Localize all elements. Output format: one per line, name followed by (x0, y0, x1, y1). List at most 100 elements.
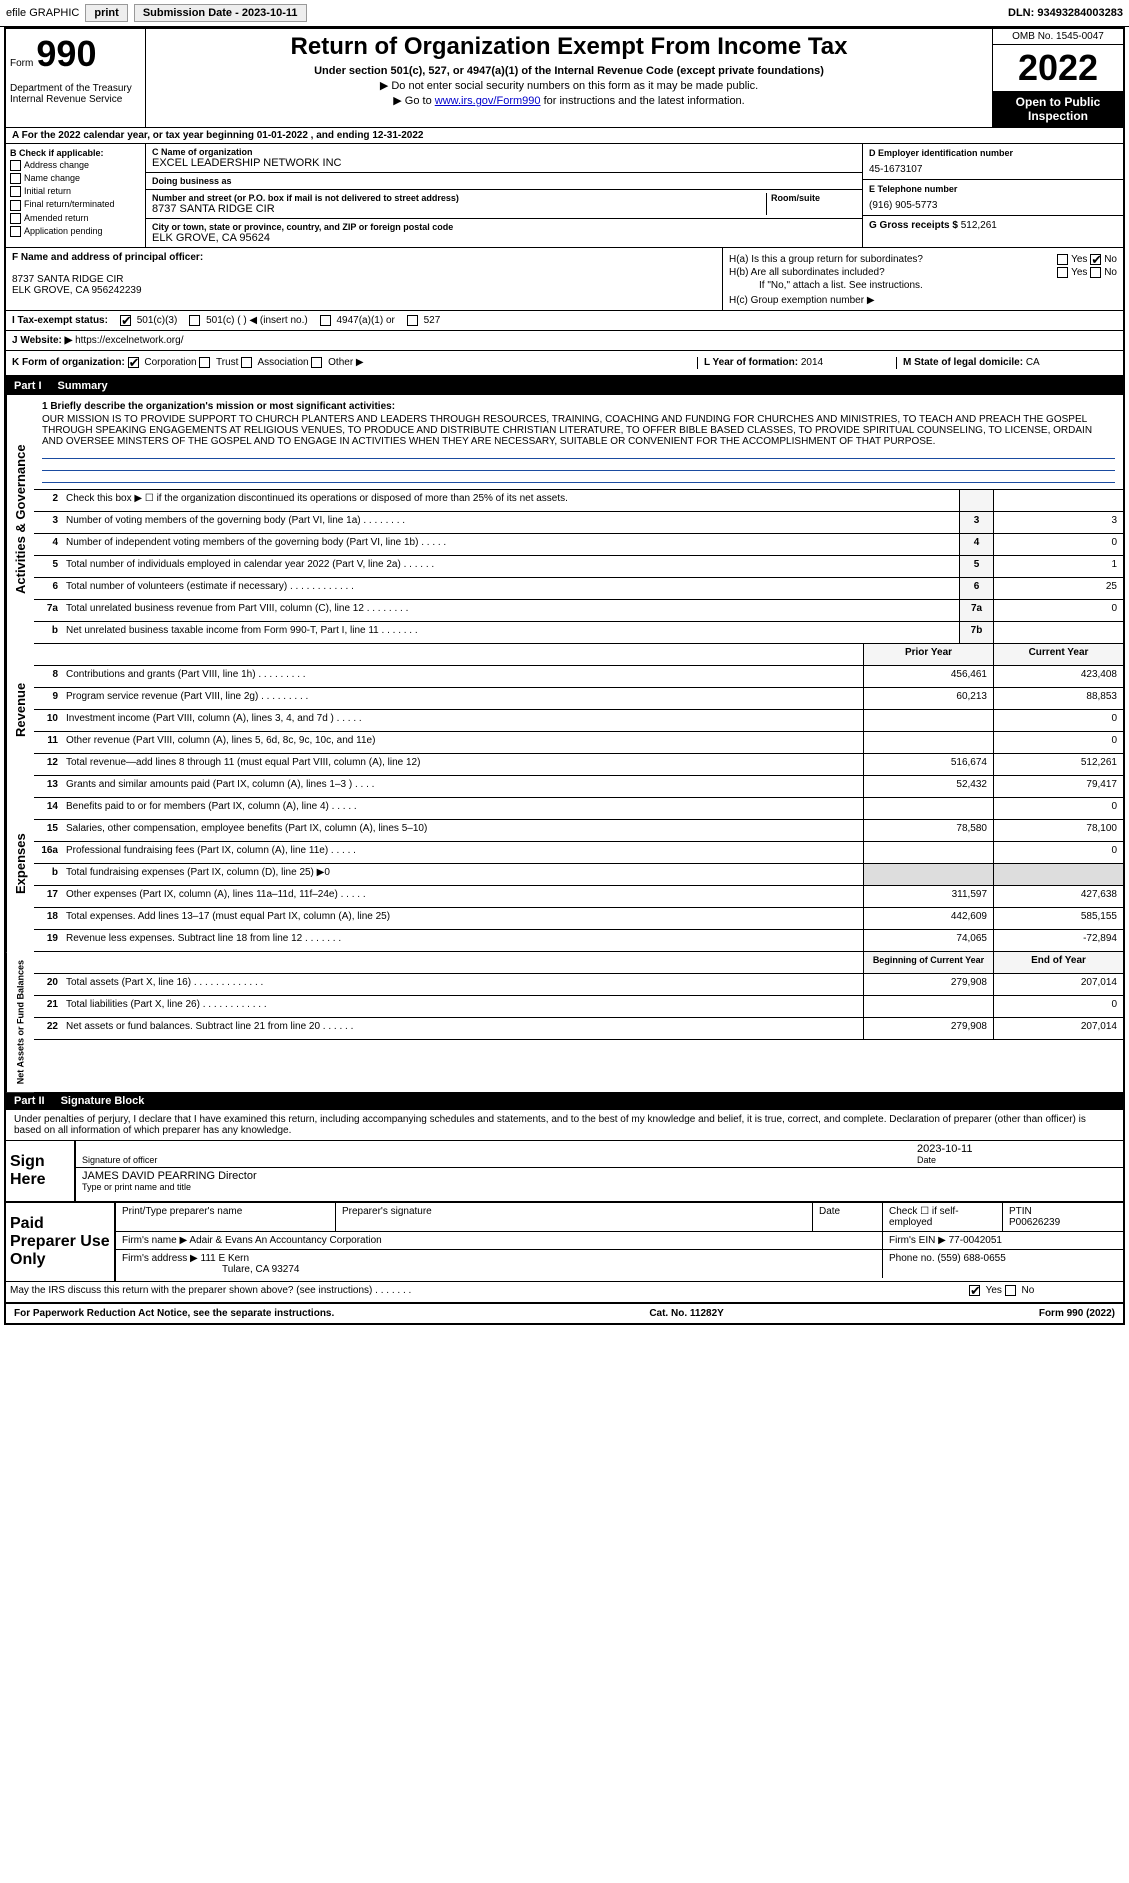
dba-label: Doing business as (152, 176, 856, 186)
c-label: C Name of organization (152, 147, 856, 157)
hb-note: If "No," attach a list. See instructions… (759, 280, 1117, 291)
table-row: 14 Benefits paid to or for members (Part… (34, 798, 1123, 820)
current-year-header: Current Year (993, 644, 1123, 665)
prep-name-header: Print/Type preparer's name (116, 1203, 336, 1231)
print-button[interactable]: print (85, 4, 127, 22)
prep-self-emp: Check ☐ if self-employed (883, 1203, 1003, 1231)
firm-addr1: 111 E Kern (201, 1253, 250, 1264)
dept-label: Department of the Treasury Internal Reve… (10, 83, 141, 105)
org-address: 8737 SANTA RIDGE CIR (152, 203, 766, 215)
beg-year-header: Beginning of Current Year (863, 952, 993, 973)
table-row: 4 Number of independent voting members o… (34, 534, 1123, 556)
m-value: CA (1026, 357, 1040, 368)
gov-section: Activities & Governance 1 Briefly descri… (6, 395, 1123, 644)
k-label: K Form of organization: (12, 358, 125, 369)
officer-name-label: Type or print name and title (82, 1182, 1117, 1192)
check-column: B Check if applicable: Address change Na… (6, 144, 146, 247)
irs-link[interactable]: www.irs.gov/Form990 (435, 95, 541, 107)
form-number: 990 (36, 33, 96, 74)
chk-initial[interactable]: Initial return (10, 186, 141, 197)
table-row: 2 Check this box ▶ ☐ if the organization… (34, 490, 1123, 512)
status-row: I Tax-exempt status: 501(c)(3) 501(c) ( … (6, 311, 1123, 331)
net-side-label: Net Assets or Fund Balances (6, 952, 34, 1092)
preparer-label: Paid Preparer Use Only (6, 1203, 116, 1281)
phone-value: (916) 905-5773 (869, 200, 1117, 211)
part2-header: Part II Signature Block (6, 1092, 1123, 1110)
b-label: B Check if applicable: (10, 148, 104, 158)
chk-final[interactable]: Final return/terminated (10, 199, 141, 210)
col-header-row: Prior Year Current Year (34, 644, 1123, 666)
table-row: 20 Total assets (Part X, line 16) . . . … (34, 974, 1123, 996)
year-box: OMB No. 1545-0047 2022 Open to Public In… (993, 29, 1123, 127)
net-section: Net Assets or Fund Balances Beginning of… (6, 952, 1123, 1092)
room-label: Room/suite (771, 193, 856, 203)
part1-header: Part I Summary (6, 377, 1123, 395)
prior-year-header: Prior Year (863, 644, 993, 665)
table-row: 3 Number of voting members of the govern… (34, 512, 1123, 534)
table-row: 13 Grants and similar amounts paid (Part… (34, 776, 1123, 798)
table-row: 18 Total expenses. Add lines 13–17 (must… (34, 908, 1123, 930)
table-row: 6 Total number of volunteers (estimate i… (34, 578, 1123, 600)
j-row: J Website: ▶ https://excelnetwork.org/ (6, 331, 1123, 351)
hb-label: H(b) Are all subordinates included? (729, 267, 885, 278)
firm-name-label: Firm's name ▶ (122, 1235, 187, 1246)
omb-number: OMB No. 1545-0047 (993, 29, 1123, 45)
table-row: 17 Other expenses (Part IX, column (A), … (34, 886, 1123, 908)
chk-address[interactable]: Address change (10, 160, 141, 171)
website-url: https://excelnetwork.org/ (75, 335, 183, 346)
end-year-header: End of Year (993, 952, 1123, 973)
firm-ein: 77-0042051 (949, 1235, 1002, 1246)
table-row: 11 Other revenue (Part VIII, column (A),… (34, 732, 1123, 754)
topbar: efile GRAPHIC print Submission Date - 20… (0, 0, 1129, 27)
efile-label: efile GRAPHIC (6, 7, 79, 19)
table-row: 9 Program service revenue (Part VIII, li… (34, 688, 1123, 710)
mission-block: 1 Briefly describe the organization's mi… (34, 395, 1123, 490)
submission-date-button[interactable]: Submission Date - 2023-10-11 (134, 4, 307, 22)
prep-sig-header: Preparer's signature (336, 1203, 813, 1231)
table-row: 16a Professional fundraising fees (Part … (34, 842, 1123, 864)
form-subtitle: Under section 501(c), 527, or 4947(a)(1)… (154, 65, 984, 77)
table-row: 5 Total number of individuals employed i… (34, 556, 1123, 578)
form-header: Form 990 Department of the Treasury Inte… (6, 29, 1123, 128)
firm-name: Adair & Evans An Accountancy Corporation (189, 1235, 381, 1246)
ptin-label: PTIN (1009, 1206, 1032, 1217)
discuss-row: May the IRS discuss this return with the… (6, 1281, 1123, 1303)
note-link: ▶ Go to www.irs.gov/Form990 for instruct… (154, 94, 984, 107)
mission-text: OUR MISSION IS TO PROVIDE SUPPORT TO CHU… (42, 414, 1115, 447)
city-label: City or town, state or province, country… (152, 222, 856, 232)
i-label: I Tax-exempt status: (12, 315, 108, 326)
discuss-text: May the IRS discuss this return with the… (6, 1282, 963, 1302)
form-id-box: Form 990 Department of the Treasury Inte… (6, 29, 146, 127)
form-title: Return of Organization Exempt From Incom… (154, 33, 984, 61)
table-row: 8 Contributions and grants (Part VIII, l… (34, 666, 1123, 688)
part1-num: Part I (14, 380, 42, 392)
firm-ein-label: Firm's EIN ▶ (889, 1235, 946, 1246)
org-city: ELK GROVE, CA 95624 (152, 232, 856, 244)
mission-label: 1 Briefly describe the organization's mi… (42, 401, 1115, 412)
chk-pending[interactable]: Application pending (10, 226, 141, 237)
part2-title: Signature Block (61, 1095, 145, 1107)
exp-side-label: Expenses (6, 776, 34, 952)
ptin-value: P00626239 (1009, 1217, 1060, 1228)
table-row: 22 Net assets or fund balances. Subtract… (34, 1018, 1123, 1040)
table-row: 12 Total revenue—add lines 8 through 11 … (34, 754, 1123, 776)
addr-label: Number and street (or P.O. box if mail i… (152, 193, 766, 203)
footer-left: For Paperwork Reduction Act Notice, see … (14, 1308, 334, 1319)
rev-section: Revenue Prior Year Current Year 8 Contri… (6, 644, 1123, 776)
declaration-text: Under penalties of perjury, I declare th… (6, 1110, 1123, 1141)
prep-date-header: Date (813, 1203, 883, 1231)
table-row: b Net unrelated business taxable income … (34, 622, 1123, 644)
row-a: A For the 2022 calendar year, or tax yea… (6, 128, 1123, 144)
footer-right: Form 990 (2022) (1039, 1308, 1115, 1319)
table-row: 19 Revenue less expenses. Subtract line … (34, 930, 1123, 952)
open-inspection: Open to Public Inspection (993, 91, 1123, 127)
row-a-text: A For the 2022 calendar year, or tax yea… (12, 130, 423, 141)
g-label: G Gross receipts $ (869, 220, 958, 231)
part1-title: Summary (58, 380, 108, 392)
ha-label: H(a) Is this a group return for subordin… (729, 254, 923, 265)
preparer-block: Paid Preparer Use Only Print/Type prepar… (6, 1202, 1123, 1281)
rev-side-label: Revenue (6, 644, 34, 776)
chk-amended[interactable]: Amended return (10, 213, 141, 224)
chk-name[interactable]: Name change (10, 173, 141, 184)
tax-year: 2022 (993, 45, 1123, 91)
